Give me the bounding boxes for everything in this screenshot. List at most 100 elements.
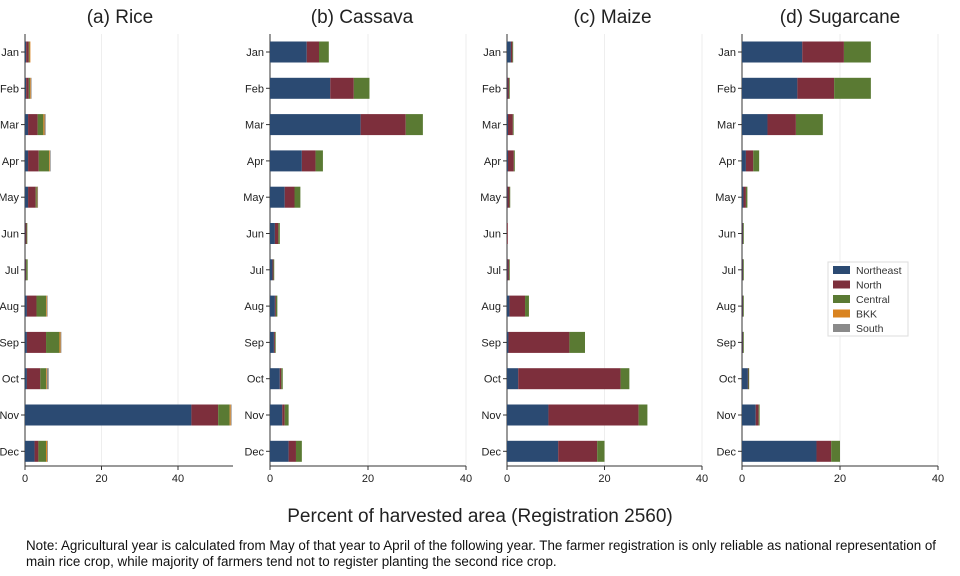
y-tick-label: Oct xyxy=(247,374,264,386)
bar-central-mar xyxy=(405,114,423,136)
bar-central-sep xyxy=(742,331,744,353)
bar-north-may xyxy=(743,186,746,208)
y-tick-label: Jun xyxy=(483,229,501,241)
bar-central-sep xyxy=(274,331,276,353)
y-tick-label: Nov xyxy=(481,410,501,422)
y-tick-label: Sep xyxy=(244,337,264,349)
bar-north-apr xyxy=(301,150,316,172)
bar-north-mar xyxy=(767,114,796,136)
bar-northeast-nov xyxy=(507,404,549,426)
bar-northeast-apr xyxy=(25,150,29,172)
bar-bkk-aug xyxy=(46,295,47,317)
panel-title: (b) Cassava xyxy=(311,7,414,28)
x-tick-label: 40 xyxy=(696,473,708,485)
bar-bkk-feb xyxy=(29,77,31,99)
y-tick-label: Aug xyxy=(0,301,19,313)
y-tick-label: Sep xyxy=(481,337,501,349)
bar-north-oct xyxy=(747,368,749,390)
bar-north-dec xyxy=(558,440,598,462)
panel-title: (a) Rice xyxy=(87,7,154,28)
bar-north-jan xyxy=(510,41,513,63)
bar-central-dec xyxy=(597,440,605,462)
bar-northeast-aug xyxy=(742,295,743,317)
bar-central-aug xyxy=(36,295,47,317)
bar-northeast-jul xyxy=(742,259,743,281)
y-tick-label: Jul xyxy=(5,265,19,277)
bar-north-feb xyxy=(507,77,509,99)
bar-central-apr xyxy=(753,150,760,172)
legend-swatch-bkk xyxy=(833,309,850,318)
bar-north-may xyxy=(284,186,295,208)
x-tick-label: 20 xyxy=(598,473,610,485)
bar-northeast-sep xyxy=(25,331,27,353)
y-tick-label: Mar xyxy=(482,120,501,132)
x-tick-label: 40 xyxy=(932,473,944,485)
bar-central-apr xyxy=(38,150,50,172)
bar-central-feb xyxy=(28,77,30,99)
x-tick-label: 40 xyxy=(172,473,184,485)
y-tick-label: Feb xyxy=(245,83,264,95)
y-tick-label: Aug xyxy=(716,301,736,313)
bar-central-jul xyxy=(273,259,275,281)
bar-north-feb xyxy=(330,77,354,99)
bar-northeast-apr xyxy=(270,150,302,172)
y-tick-label: Feb xyxy=(482,83,501,95)
x-tick-label: 20 xyxy=(95,473,107,485)
bar-bkk-mar xyxy=(43,114,45,136)
bar-northeast-oct xyxy=(270,368,280,390)
bar-south-may xyxy=(37,186,39,208)
panel-title: (c) Maize xyxy=(573,7,651,28)
bar-south-aug xyxy=(46,295,48,317)
bar-central-apr xyxy=(513,150,515,172)
bar-north-mar xyxy=(507,114,513,136)
y-tick-label: Oct xyxy=(2,374,19,386)
bar-northeast-may xyxy=(25,186,29,208)
y-tick-label: Oct xyxy=(719,374,736,386)
y-tick-label: Jan xyxy=(246,47,264,59)
bar-north-oct xyxy=(279,368,282,390)
bar-south-mar xyxy=(44,114,46,136)
legend-swatch-northeast xyxy=(833,266,850,274)
y-tick-label: Apr xyxy=(2,156,19,168)
x-tick-label: 0 xyxy=(22,473,28,485)
bar-northeast-may xyxy=(742,186,744,208)
bar-central-may xyxy=(509,186,511,208)
bar-bkk-apr xyxy=(49,150,50,172)
bar-south-dec xyxy=(47,440,48,462)
legend-label-central: Central xyxy=(856,294,890,306)
y-tick-label: Apr xyxy=(484,156,501,168)
bar-north-feb xyxy=(26,77,29,99)
bar-central-aug xyxy=(275,295,278,317)
bar-north-nov xyxy=(282,404,285,426)
y-tick-label: Oct xyxy=(484,374,501,386)
bar-north-jan xyxy=(26,41,29,63)
bar-northeast-aug xyxy=(25,295,27,317)
y-tick-label: Dec xyxy=(0,446,19,458)
bar-north-jul xyxy=(507,259,509,281)
bar-central-dec xyxy=(38,440,47,462)
bar-northeast-mar xyxy=(507,114,508,136)
legend-label-south: South xyxy=(856,323,884,335)
bar-northeast-may xyxy=(270,186,285,208)
x-tick-label: 20 xyxy=(362,473,374,485)
bar-northeast-jun xyxy=(270,223,275,244)
bar-northeast-apr xyxy=(507,150,508,172)
y-tick-label: Sep xyxy=(0,337,19,349)
bar-north-dec xyxy=(34,440,39,462)
bar-south-nov xyxy=(230,404,232,426)
bar-central-jul xyxy=(742,259,744,281)
bar-central-dec xyxy=(295,440,302,462)
y-tick-label: Mar xyxy=(245,120,264,132)
legend-swatch-north xyxy=(833,280,850,289)
bar-north-sep xyxy=(273,331,275,353)
chart-panels: (a) Rice Jan Feb Mar Apr May Jun Jul Aug Sep Oct No… xyxy=(0,7,944,485)
bar-north-jun xyxy=(507,223,508,244)
bar-south-feb xyxy=(30,77,32,99)
x-tick-label: 0 xyxy=(739,473,745,485)
y-tick-label: Sep xyxy=(716,337,736,349)
bar-north-sep xyxy=(26,331,47,353)
figure-note: Note: Agricultural year is calculated fr… xyxy=(26,538,937,569)
bar-central-feb xyxy=(353,77,370,99)
bar-central-nov xyxy=(758,404,760,426)
bar-central-apr xyxy=(315,150,323,172)
